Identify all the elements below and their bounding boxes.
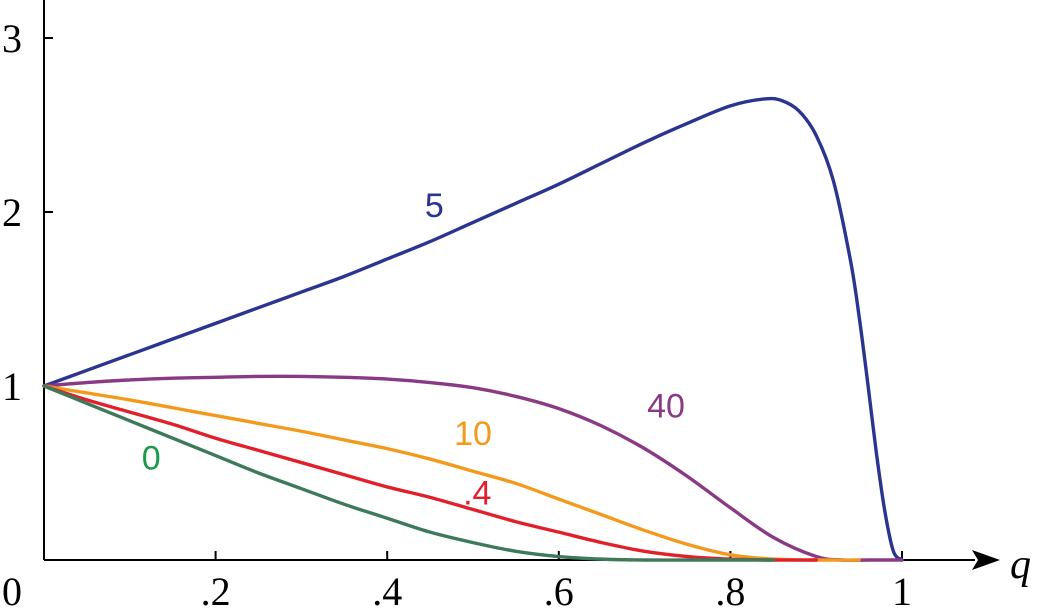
series-label-40: 40 [647, 387, 685, 425]
series-line-40 [42, 374, 904, 562]
x-tick-label: .4 [372, 569, 402, 610]
y-tick-label: 1 [2, 364, 22, 409]
x-axis-label: q [1010, 542, 1031, 588]
series-label-5: 5 [425, 187, 444, 225]
series-label-0: 0 [142, 440, 161, 478]
x-tick-label: 1 [892, 569, 912, 610]
series-labels: 5 40 10 .4 0 [142, 187, 685, 512]
series-label-point4: .4 [463, 474, 491, 512]
origin-label: 0 [2, 569, 22, 610]
y-tick-label: 2 [2, 190, 22, 235]
x-tick-label: .8 [715, 569, 745, 610]
series-line-point4 [42, 384, 818, 562]
x-axis-arrowhead [972, 550, 1000, 570]
x-ticks: .2 .4 .6 .8 1 [201, 551, 912, 610]
y-tick-label: 3 [2, 16, 22, 61]
series-line-5 [42, 96, 904, 562]
x-tick-label: .2 [201, 569, 231, 610]
y-ticks: 1 2 3 [2, 16, 53, 409]
x-tick-label: .6 [544, 569, 574, 610]
series-label-10: 10 [454, 415, 492, 453]
series-lines [42, 96, 904, 562]
series-line-10 [42, 384, 861, 562]
series-line-0 [42, 384, 775, 562]
